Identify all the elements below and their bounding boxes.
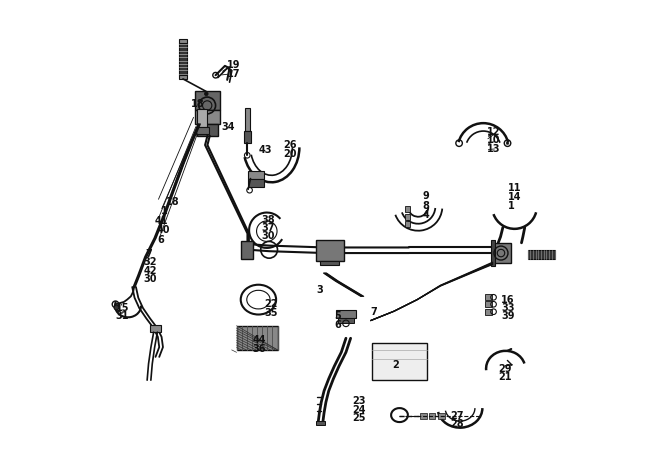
Text: 1: 1	[161, 206, 168, 216]
Text: 22: 22	[265, 299, 278, 309]
Circle shape	[114, 305, 119, 310]
Text: 27: 27	[450, 411, 464, 421]
Text: 8: 8	[422, 200, 430, 211]
Polygon shape	[485, 295, 491, 300]
Text: 34: 34	[222, 122, 235, 132]
Polygon shape	[429, 413, 436, 419]
Polygon shape	[241, 241, 253, 259]
Text: 32: 32	[144, 257, 157, 268]
Polygon shape	[485, 309, 491, 314]
Text: 31: 31	[116, 311, 129, 321]
Text: 43: 43	[259, 145, 272, 155]
Text: 7: 7	[146, 249, 153, 259]
Text: 6: 6	[334, 320, 341, 330]
Text: 41: 41	[155, 216, 168, 226]
Text: 44: 44	[253, 335, 266, 345]
Text: 36: 36	[253, 344, 266, 354]
Polygon shape	[197, 124, 218, 136]
Text: 20: 20	[283, 149, 296, 159]
Polygon shape	[248, 178, 265, 187]
Text: 28: 28	[450, 419, 464, 429]
Circle shape	[506, 142, 509, 145]
Text: 35: 35	[265, 308, 278, 318]
Polygon shape	[248, 170, 265, 178]
Text: 18: 18	[166, 197, 179, 207]
Text: 25: 25	[352, 413, 365, 424]
Polygon shape	[528, 250, 554, 259]
Text: 17: 17	[227, 69, 240, 79]
Text: 16: 16	[501, 295, 515, 304]
Text: 39: 39	[501, 311, 515, 321]
Text: 7: 7	[370, 307, 378, 317]
Text: 24: 24	[352, 404, 365, 415]
Text: 40: 40	[157, 225, 170, 235]
Polygon shape	[237, 325, 278, 350]
Text: 10: 10	[487, 135, 501, 145]
Polygon shape	[404, 221, 410, 227]
Polygon shape	[335, 311, 356, 318]
Polygon shape	[493, 243, 512, 263]
Text: 38: 38	[261, 214, 275, 225]
Polygon shape	[197, 109, 207, 127]
Polygon shape	[196, 127, 209, 134]
Polygon shape	[491, 240, 495, 266]
Polygon shape	[485, 302, 491, 307]
Text: 9: 9	[422, 191, 430, 201]
Text: 12: 12	[487, 127, 501, 137]
Text: 37: 37	[261, 223, 275, 233]
Circle shape	[204, 92, 208, 96]
Polygon shape	[421, 413, 427, 419]
Polygon shape	[316, 421, 325, 425]
Text: 26: 26	[283, 140, 296, 150]
Text: 30: 30	[261, 231, 275, 241]
Polygon shape	[372, 343, 428, 380]
Text: 33: 33	[501, 303, 515, 313]
Polygon shape	[194, 92, 220, 110]
Polygon shape	[244, 131, 251, 143]
Text: 29: 29	[499, 363, 512, 374]
Text: 6: 6	[157, 234, 164, 245]
Polygon shape	[320, 261, 339, 265]
Text: 5: 5	[334, 311, 341, 321]
Polygon shape	[150, 325, 161, 332]
Text: 15: 15	[116, 303, 129, 313]
Circle shape	[204, 127, 209, 131]
Text: 42: 42	[144, 266, 157, 276]
Polygon shape	[179, 39, 187, 42]
Polygon shape	[194, 110, 220, 124]
Polygon shape	[316, 240, 344, 261]
Text: 21: 21	[499, 372, 512, 382]
Text: 30: 30	[144, 274, 157, 284]
Polygon shape	[337, 318, 354, 323]
Polygon shape	[404, 214, 410, 219]
Text: 4: 4	[422, 210, 430, 220]
Polygon shape	[438, 413, 445, 419]
Text: 3: 3	[317, 285, 323, 295]
Polygon shape	[179, 75, 187, 79]
Text: 13: 13	[487, 144, 501, 154]
Polygon shape	[179, 42, 187, 75]
Text: 23: 23	[352, 396, 365, 406]
Text: 2: 2	[393, 360, 399, 370]
Text: 14: 14	[508, 192, 521, 202]
Text: 11: 11	[508, 184, 521, 193]
Polygon shape	[404, 206, 410, 212]
Text: 19: 19	[227, 60, 240, 70]
Text: 18: 18	[191, 99, 205, 109]
Polygon shape	[245, 108, 250, 131]
Text: 1: 1	[508, 201, 514, 212]
